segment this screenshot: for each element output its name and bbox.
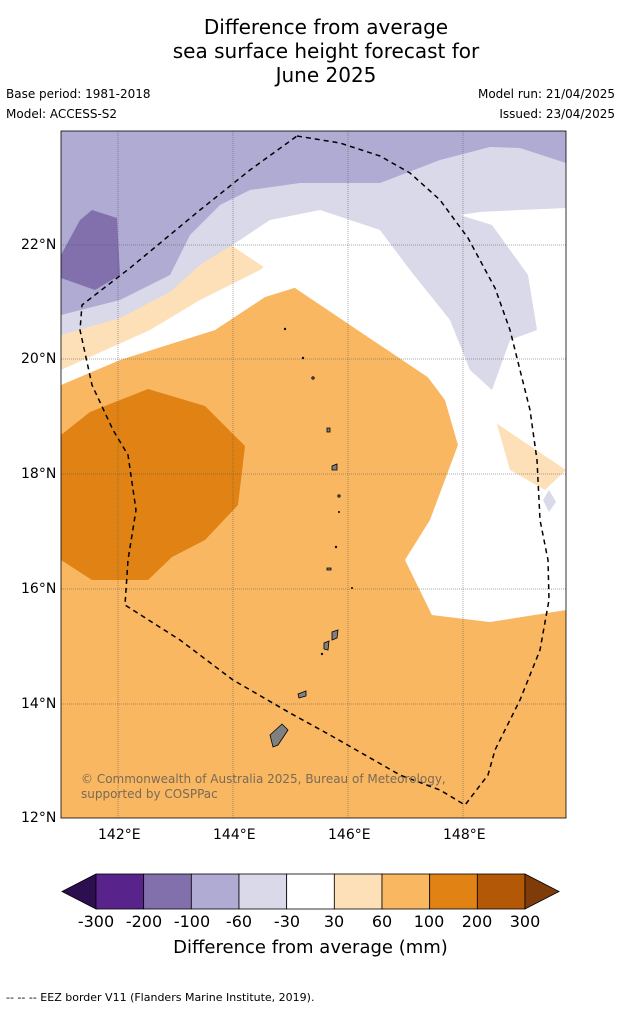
colorbar-segment [143,873,192,910]
island-tinian [323,640,330,651]
cb-tick-neg300: -300 [77,912,115,931]
island-rota [297,690,307,699]
cb-tick-300: 300 [509,912,541,931]
cb-tick-200: 200 [461,912,493,931]
fill-neg200-neg100 [61,210,120,290]
colorbar [61,873,560,910]
issued-date: Issued: 23/04/2025 [499,107,615,121]
title-line-2: sea surface height forecast for [172,39,480,63]
base-period: Base period: 1981-2018 [6,87,151,101]
colorbar-segment [476,873,526,910]
cb-tick-neg200: -200 [125,912,163,931]
cb-tick-neg100: -100 [173,912,211,931]
lat-tick-22: 22°N [21,237,57,253]
fill-small-patch [543,490,556,512]
lat-tick-20: 20°N [21,351,57,367]
colorbar-segment [381,873,431,910]
map-frame [60,130,567,819]
island-small-2 [331,463,338,471]
cb-tick-neg60: -60 [225,912,253,931]
lat-tick-16: 16°N [21,581,57,597]
island-small-1 [326,567,332,571]
island-saipan [331,629,339,641]
colorbar-segment [286,873,335,910]
islands [269,327,353,748]
contour-fills [61,131,566,818]
sea-surface-height-map [60,130,567,819]
colorbar-segment [429,873,478,910]
cb-tick-100: 100 [413,912,445,931]
title-line-1: Difference from average [203,15,449,39]
island-guam [269,723,289,748]
model-name: Model: ACCESS-S2 [6,107,118,121]
colorbar-extend-high [524,873,560,910]
cb-tick-30: 30 [323,912,345,931]
title-line-3: June 2025 [275,63,377,87]
colorbar-segment [333,873,383,910]
eez-legend: -- -- -- EEZ border V11 (Flanders Marine… [6,991,315,1004]
lat-tick-18: 18°N [21,466,57,482]
eez-border [79,135,550,806]
fill-neg100-neg60 [61,131,566,315]
colorbar-extend-low [61,873,97,910]
colorbar-segments [61,873,560,910]
map-credit: © Commonwealth of Australia 2025, Bureau… [81,772,446,801]
colorbar-label: Difference from average (mm) [173,937,448,958]
model-run: Model run: 21/04/2025 [477,87,615,101]
fill-100-200-core [61,389,245,580]
lon-tick-148: 148°E [443,827,486,843]
map-title: Difference from average sea surface heig… [0,15,621,87]
colorbar-segment [238,873,288,910]
lat-tick-12: 12°N [21,810,57,826]
colorbar-segment [95,873,145,910]
colorbar-segment [190,873,240,910]
cb-tick-neg30: -30 [273,912,301,931]
lon-tick-142: 142°E [98,827,141,843]
cb-tick-60: 60 [371,912,393,931]
lat-tick-14: 14°N [21,696,57,712]
island-small-3 [326,427,331,433]
lon-tick-146: 146°E [328,827,371,843]
lon-tick-144: 144°E [213,827,256,843]
graticule [61,131,566,818]
